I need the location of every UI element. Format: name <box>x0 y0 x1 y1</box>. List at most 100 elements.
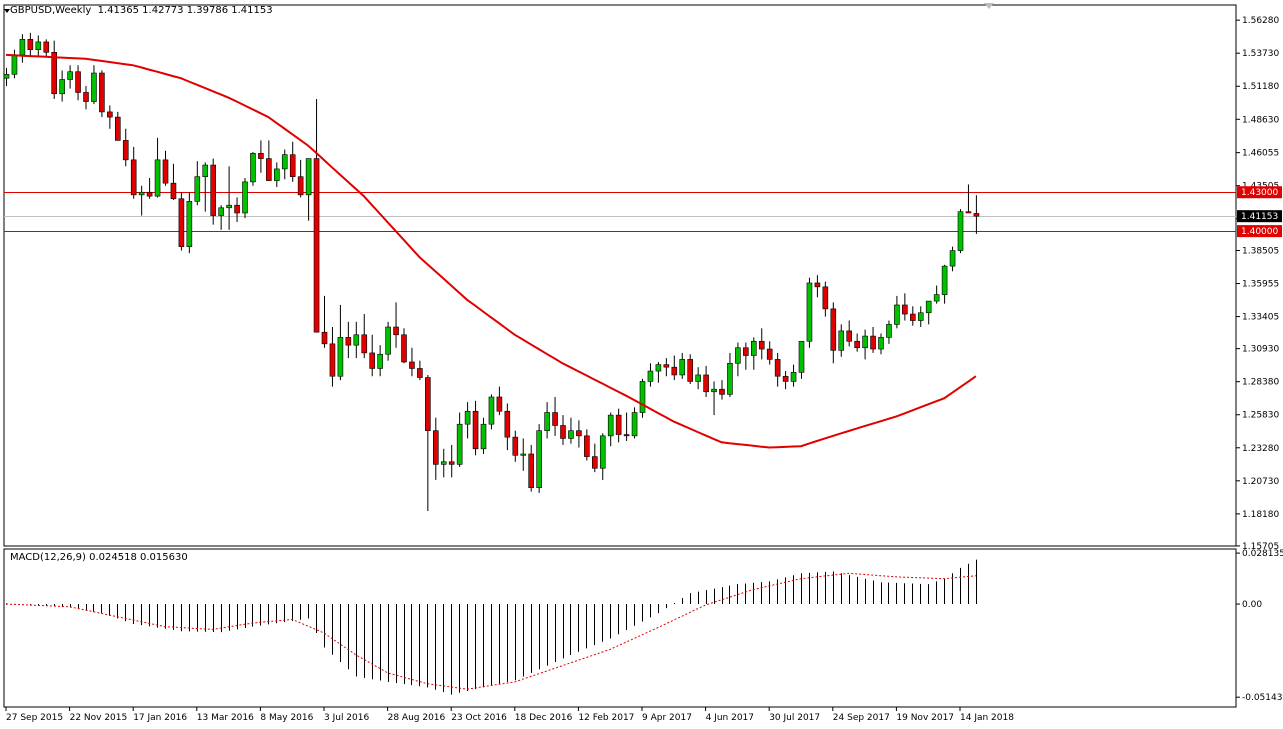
symbol-label: GBPUSD,Weekly <box>10 5 92 16</box>
bull-candle-body <box>917 312 924 321</box>
candle <box>43 39 50 57</box>
candle <box>576 420 582 448</box>
collapse-triangle-icon[interactable] <box>4 9 10 13</box>
bull-candle-body <box>599 435 606 469</box>
bear-candle-body <box>99 72 105 113</box>
candle <box>663 358 670 377</box>
candle <box>234 197 240 223</box>
bear-candle-body <box>122 140 129 161</box>
candle <box>727 352 733 397</box>
bull-candle-body <box>186 201 193 247</box>
bear-candle-body <box>743 347 749 356</box>
bull-candle-body <box>154 159 161 197</box>
candle <box>409 347 415 377</box>
bear-candle-body <box>178 198 185 247</box>
macd-axis: 0.028135 0.00 -0.051434 <box>1236 549 1283 703</box>
bear-candle-body <box>687 359 694 382</box>
macd-pane[interactable] <box>3 548 1237 708</box>
time-tick-label: 22 Nov 2015 <box>70 713 128 723</box>
bull-candle-body <box>679 359 686 376</box>
bull-candle-body <box>59 79 65 95</box>
candle <box>806 277 813 348</box>
bull-candle-body <box>250 153 256 183</box>
candle <box>798 340 805 379</box>
time-tick-label: 13 Mar 2016 <box>197 713 254 723</box>
candle <box>782 371 789 390</box>
candle <box>552 396 558 436</box>
bear-candle-body <box>512 436 519 456</box>
candle <box>957 209 964 254</box>
bear-candle-body <box>766 348 773 360</box>
candle <box>909 306 916 326</box>
bear-candle-body <box>210 164 216 216</box>
candle <box>607 412 614 447</box>
bull-candle-body <box>488 396 495 425</box>
candle <box>401 328 407 364</box>
candle <box>51 40 58 99</box>
candle <box>321 295 328 348</box>
candle <box>83 85 89 110</box>
bear-candle-body <box>115 116 121 141</box>
bull-candle-body <box>750 340 757 356</box>
bear-candle-body <box>615 414 622 435</box>
bear-candle-body <box>432 430 439 465</box>
candle <box>846 320 853 347</box>
bull-candle-body <box>536 430 542 488</box>
candle <box>615 408 622 443</box>
candle <box>3 67 10 86</box>
time-tick-label: 18 Dec 2016 <box>515 713 573 723</box>
price-pane[interactable] <box>3 4 1237 547</box>
time-tick-label: 23 Oct 2016 <box>451 713 507 723</box>
time-tick-label: 3 Jul 2016 <box>324 713 369 723</box>
price-label-text: 1.41153 <box>1241 212 1278 222</box>
bear-candle-body <box>27 39 34 51</box>
price-tick-label: 1.20730 <box>1242 477 1279 487</box>
candle <box>146 177 153 199</box>
candle <box>194 161 201 206</box>
bull-candle-body <box>894 304 900 325</box>
bull-candle-body <box>67 71 73 80</box>
bear-candle-body <box>671 366 678 376</box>
price-tick-label: 1.53730 <box>1242 49 1279 59</box>
bull-candle-body <box>695 374 701 382</box>
candle <box>774 352 781 387</box>
candle <box>162 150 169 186</box>
bull-candle-body <box>194 176 201 202</box>
candle <box>218 205 224 230</box>
candle <box>536 424 542 493</box>
candle <box>186 192 193 254</box>
candle <box>766 341 773 365</box>
candle <box>584 429 590 461</box>
candle <box>59 70 65 102</box>
bear-candle-body <box>758 340 765 350</box>
bear-candle-body <box>496 396 503 412</box>
candle <box>830 302 837 364</box>
bull-candle-body <box>480 423 487 450</box>
time-tick-label: 12 Feb 2017 <box>578 713 634 723</box>
chart-shift-triangle-icon[interactable] <box>984 3 994 9</box>
candle <box>154 137 161 198</box>
candle <box>814 275 821 298</box>
price-tick-label: 1.23280 <box>1242 444 1279 454</box>
bear-candle-body <box>719 388 725 395</box>
bear-candle-body <box>51 51 58 95</box>
bull-candle-body <box>949 250 956 267</box>
candle <box>289 141 296 182</box>
candle <box>528 444 535 492</box>
bear-candle-body <box>345 337 352 346</box>
bull-candle-body <box>226 204 232 209</box>
candle <box>369 334 376 377</box>
candle <box>448 444 455 478</box>
bear-candle-body <box>782 375 789 382</box>
macd-tick-label: 0.028135 <box>1242 549 1283 559</box>
bear-candle-body <box>409 361 415 369</box>
candle <box>122 128 129 167</box>
bull-candle-body <box>735 347 741 364</box>
candle <box>870 327 876 353</box>
price-pane-frame <box>3 4 1237 547</box>
candle <box>599 433 606 480</box>
time-tick-label: 27 Sep 2015 <box>6 713 63 723</box>
bull-candle-body <box>925 300 932 314</box>
candle <box>178 192 185 251</box>
bull-candle-body <box>878 337 884 350</box>
